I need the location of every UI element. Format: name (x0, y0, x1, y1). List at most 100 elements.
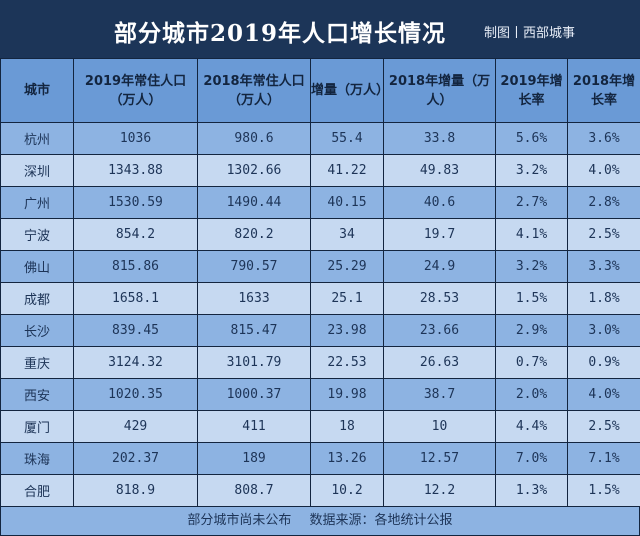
value-cell: 3.3% (567, 250, 640, 283)
table-row: 成都 1658.1 1633 25.1 28.53 1.5% 1.8% (0, 282, 640, 315)
city-cell: 成都 (0, 282, 74, 315)
credit: 制图丨西部城事 (484, 26, 576, 41)
value-cell: 40.15 (310, 186, 384, 219)
table-row: 佛山 815.86 790.57 25.29 24.9 3.2% 3.3% (0, 250, 640, 283)
value-cell: 33.8 (383, 122, 496, 155)
value-cell: 854.2 (73, 218, 198, 251)
title-bar: 部分城市2019年人口增长情况 制图丨西部城事 (0, 0, 640, 58)
value-cell: 3101.79 (197, 346, 311, 379)
value-cell: 1036 (73, 122, 198, 155)
value-cell: 7.0% (495, 442, 568, 475)
value-cell: 808.7 (197, 474, 311, 507)
table-row: 合肥 818.9 808.7 10.2 12.2 1.3% 1.5% (0, 474, 640, 507)
value-cell: 2.7% (495, 186, 568, 219)
value-cell: 13.26 (310, 442, 384, 475)
city-cell: 杭州 (0, 122, 74, 155)
table-row: 西安 1020.35 1000.37 19.98 38.7 2.0% 4.0% (0, 378, 640, 411)
table-row: 珠海 202.37 189 13.26 12.57 7.0% 7.1% (0, 442, 640, 475)
value-cell: 26.63 (383, 346, 496, 379)
value-cell: 1.3% (495, 474, 568, 507)
value-cell: 202.37 (73, 442, 198, 475)
value-cell: 7.1% (567, 442, 640, 475)
column-header: 2018年增长率 (567, 58, 640, 123)
value-cell: 189 (197, 442, 311, 475)
value-cell: 12.57 (383, 442, 496, 475)
value-cell: 10.2 (310, 474, 384, 507)
value-cell: 1343.88 (73, 154, 198, 187)
value-cell: 2.0% (495, 378, 568, 411)
value-cell: 1658.1 (73, 282, 198, 315)
value-cell: 23.98 (310, 314, 384, 347)
value-cell: 12.2 (383, 474, 496, 507)
value-cell: 3.0% (567, 314, 640, 347)
value-cell: 55.4 (310, 122, 384, 155)
value-cell: 2.9% (495, 314, 568, 347)
value-cell: 1.8% (567, 282, 640, 315)
value-cell: 19.98 (310, 378, 384, 411)
value-cell: 10 (383, 410, 496, 443)
value-cell: 818.9 (73, 474, 198, 507)
value-cell: 820.2 (197, 218, 311, 251)
value-cell: 25.29 (310, 250, 384, 283)
value-cell: 3.6% (567, 122, 640, 155)
city-cell: 佛山 (0, 250, 74, 283)
header-row: 城市 2019年常住人口（万人） 2018年常住人口（万人） 增量（万人） 2018年增… (0, 58, 640, 123)
value-cell: 2.5% (567, 218, 640, 251)
table-row: 长沙 839.45 815.47 23.98 23.66 2.9% 3.0% (0, 314, 640, 347)
value-cell: 19.7 (383, 218, 496, 251)
table-row: 杭州 1036 980.6 55.4 33.8 5.6% 3.6% (0, 122, 640, 155)
value-cell: 411 (197, 410, 311, 443)
value-cell: 34 (310, 218, 384, 251)
value-cell: 4.1% (495, 218, 568, 251)
table-row: 广州 1530.59 1490.44 40.15 40.6 2.7% 2.8% (0, 186, 640, 219)
column-header: 2019年常住人口（万人） (73, 58, 198, 123)
city-cell: 广州 (0, 186, 74, 219)
value-cell: 1302.66 (197, 154, 311, 187)
column-header: 城市 (0, 58, 74, 123)
city-cell: 长沙 (0, 314, 74, 347)
city-cell: 合肥 (0, 474, 74, 507)
value-cell: 1020.35 (73, 378, 198, 411)
value-cell: 4.0% (567, 154, 640, 187)
value-cell: 2.5% (567, 410, 640, 443)
value-cell: 4.0% (567, 378, 640, 411)
value-cell: 1633 (197, 282, 311, 315)
value-cell: 40.6 (383, 186, 496, 219)
value-cell: 0.7% (495, 346, 568, 379)
city-cell: 宁波 (0, 218, 74, 251)
value-cell: 23.66 (383, 314, 496, 347)
city-cell: 珠海 (0, 442, 74, 475)
value-cell: 839.45 (73, 314, 198, 347)
table-row: 厦门 429 411 18 10 4.4% 2.5% (0, 410, 640, 443)
value-cell: 3124.32 (73, 346, 198, 379)
value-cell: 28.53 (383, 282, 496, 315)
table-row: 深圳 1343.88 1302.66 41.22 49.83 3.2% 4.0% (0, 154, 640, 187)
population-table: 城市 2019年常住人口（万人） 2018年常住人口（万人） 增量（万人） 2018年增… (0, 58, 640, 507)
value-cell: 1530.59 (73, 186, 198, 219)
value-cell: 1.5% (567, 474, 640, 507)
city-cell: 深圳 (0, 154, 74, 187)
value-cell: 18 (310, 410, 384, 443)
city-cell: 厦门 (0, 410, 74, 443)
value-cell: 1490.44 (197, 186, 311, 219)
value-cell: 24.9 (383, 250, 496, 283)
value-cell: 22.53 (310, 346, 384, 379)
column-header: 2019年增长率 (495, 58, 568, 123)
column-header: 增量（万人） (310, 58, 389, 123)
footer-note: 部分城市尚未公布 数据来源：各地统计公报 (0, 506, 640, 536)
value-cell: 0.9% (567, 346, 640, 379)
value-cell: 1.5% (495, 282, 568, 315)
value-cell: 980.6 (197, 122, 311, 155)
value-cell: 49.83 (383, 154, 496, 187)
column-header: 2018年增量（万人） (383, 58, 496, 123)
value-cell: 815.86 (73, 250, 198, 283)
value-cell: 790.57 (197, 250, 311, 283)
value-cell: 1000.37 (197, 378, 311, 411)
value-cell: 25.1 (310, 282, 384, 315)
column-header: 2018年常住人口（万人） (197, 58, 311, 123)
value-cell: 815.47 (197, 314, 311, 347)
page-title: 部分城市2019年人口增长情况 (113, 20, 446, 47)
table-row: 重庆 3124.32 3101.79 22.53 26.63 0.7% 0.9% (0, 346, 640, 379)
city-cell: 重庆 (0, 346, 74, 379)
